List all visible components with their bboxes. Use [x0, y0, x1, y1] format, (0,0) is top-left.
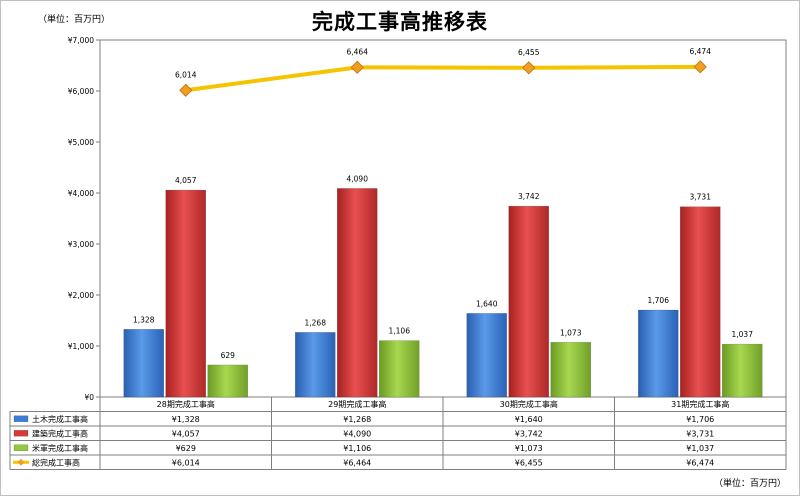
y-tick-label: ¥1,000 [68, 342, 94, 351]
table-cell: ¥6,455 [515, 458, 543, 467]
table-cell: ¥1,037 [686, 444, 714, 453]
total-marker [522, 61, 536, 75]
doboku-bar-value-label: 1,268 [305, 318, 327, 327]
table-cell: ¥1,640 [515, 415, 543, 424]
kenchiku-bar [165, 189, 206, 398]
series-name-label: 土木完成工事高 [32, 414, 88, 424]
total-marker [693, 60, 707, 74]
doboku-bar-value-label: 1,706 [648, 296, 670, 305]
series-name-label: 建築完成工事高 [32, 428, 88, 438]
table-cell: ¥1,268 [343, 415, 371, 424]
series-name-label: 総完成工事高 [32, 457, 80, 467]
y-tick-label: ¥0 [84, 393, 94, 402]
table-cell: ¥1,706 [686, 415, 714, 424]
table-cell: ¥6,474 [686, 458, 714, 467]
beigun-bar [207, 364, 248, 398]
table-cell: ¥3,731 [686, 429, 714, 438]
table-cell: ¥6,464 [343, 458, 371, 467]
kenchiku-bar-value-label: 3,742 [518, 192, 540, 201]
kenchiku-bar [508, 205, 549, 398]
table-cell: ¥3,742 [515, 429, 543, 438]
doboku-bar [123, 329, 164, 398]
table-cell: ¥6,014 [172, 458, 200, 467]
total-marker [350, 60, 364, 74]
series-name-label: 米軍完成工事高 [32, 443, 88, 453]
legend-key-kenchiku [13, 430, 29, 437]
doboku-bar-value-label: 1,328 [133, 315, 155, 324]
total-value-label: 6,014 [175, 70, 197, 79]
unit-label-top: （単位：百万円） [38, 15, 111, 25]
kenchiku-bar-value-label: 3,731 [690, 193, 712, 202]
y-tick-label: ¥4,000 [68, 189, 94, 198]
total-value-label: 6,474 [690, 47, 712, 56]
kenchiku-bar [337, 188, 378, 398]
category-label: 28期完成工事高 [157, 399, 215, 409]
chart-title: 完成工事高推移表 [312, 10, 488, 34]
legend-key-beigun [13, 444, 29, 451]
beigun-bar [722, 343, 763, 398]
y-tick-label: ¥2,000 [68, 291, 94, 300]
y-tick-label: ¥5,000 [68, 138, 94, 147]
kenchiku-bar-value-label: 4,090 [347, 174, 369, 183]
kenchiku-bar-value-label: 4,057 [175, 176, 197, 185]
doboku-bar [295, 332, 336, 398]
category-label: 29期完成工事高 [328, 399, 386, 409]
legend-key-doboku [13, 415, 29, 422]
legend-key-total-marker [17, 458, 25, 466]
doboku-bar [638, 309, 679, 398]
beigun-bar-value-label: 1,106 [389, 327, 411, 336]
total-line [185, 64, 701, 93]
beigun-bar [379, 340, 420, 398]
doboku-bar-value-label: 1,640 [476, 299, 498, 308]
beigun-bar-value-label: 629 [221, 351, 236, 360]
table-cell: ¥1,073 [515, 444, 543, 453]
doboku-bar [466, 313, 507, 398]
table-cell: ¥629 [176, 444, 196, 453]
y-tick-label: ¥3,000 [68, 240, 94, 249]
category-label: 30期完成工事高 [500, 399, 558, 409]
total-value-label: 6,455 [518, 48, 540, 57]
beigun-bar-value-label: 1,037 [732, 330, 754, 339]
unit-label-bottom: （単位：百万円） [713, 479, 786, 489]
total-marker [179, 83, 193, 97]
category-label: 31期完成工事高 [671, 399, 729, 409]
table-cell: ¥4,057 [172, 429, 200, 438]
table-cell: ¥1,106 [343, 444, 371, 453]
kenchiku-bar [680, 206, 721, 398]
beigun-bar-value-label: 1,073 [560, 328, 582, 337]
table-cell: ¥1,328 [172, 415, 200, 424]
table-cell: ¥4,090 [343, 429, 371, 438]
total-value-label: 6,464 [347, 47, 369, 56]
y-tick-label: ¥7,000 [68, 36, 94, 45]
y-tick-label: ¥6,000 [68, 87, 94, 96]
beigun-bar [550, 342, 591, 398]
